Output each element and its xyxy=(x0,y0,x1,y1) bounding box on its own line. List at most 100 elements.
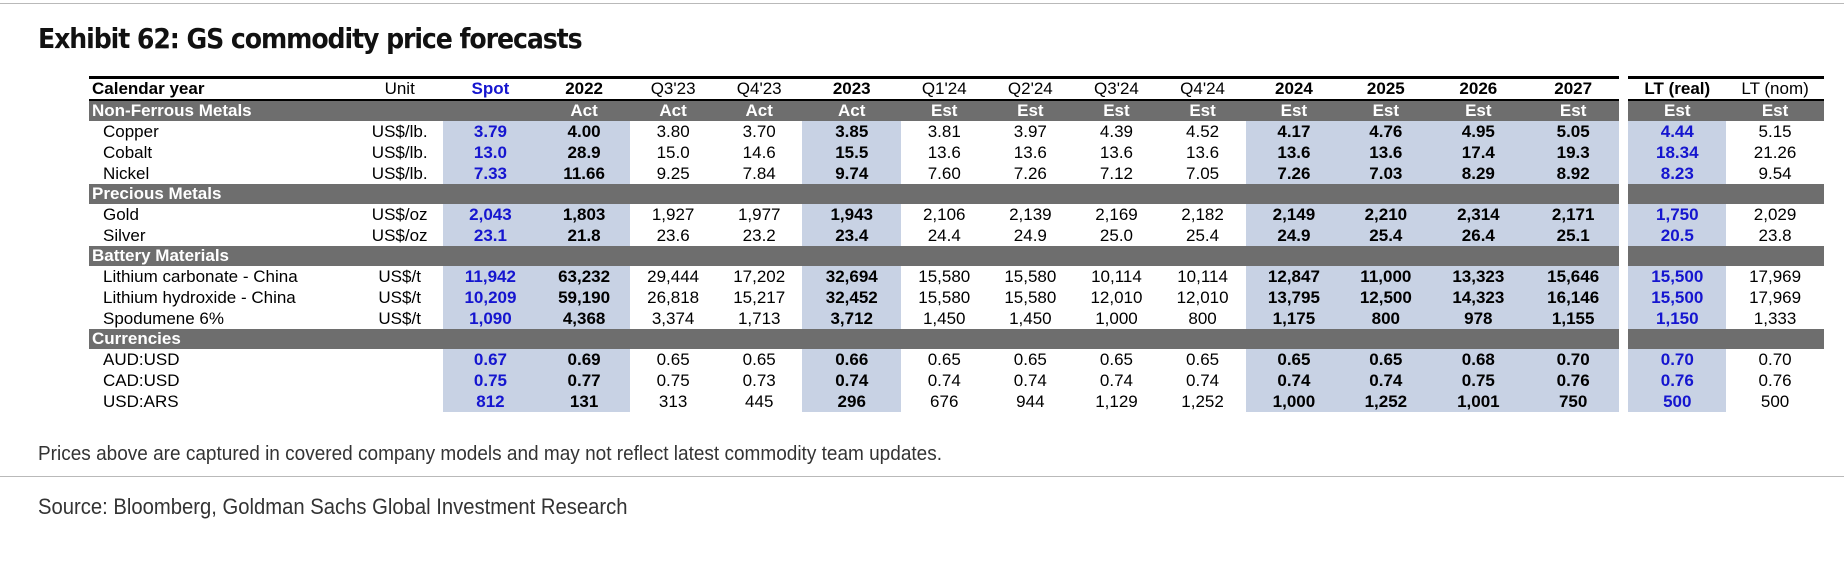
row-value: 1,803 xyxy=(538,204,631,225)
table-row: CAD:USD 0.75 0.77 0.75 0.73 0.74 0.74 0.74 0.74 0… xyxy=(89,370,1824,391)
row-value: 676 xyxy=(930,391,959,411)
row-lt-nom: 23.8 xyxy=(1758,225,1792,245)
forecast-table: Calendar year Unit Spot 2022 Q3'23 Q4'23 2023 Q… xyxy=(89,76,1824,412)
row-unit: US$/oz xyxy=(371,225,428,245)
section-tag xyxy=(630,246,717,266)
row-value: 17,202 xyxy=(733,266,786,286)
table-row: Spodumene 6% US$/t 1,090 4,368 3,374 1,713 3,7… xyxy=(89,308,1824,329)
row-value: 19.3 xyxy=(1527,142,1620,163)
section-tag xyxy=(1245,184,1343,204)
row-lt-nom: 0.76 xyxy=(1758,370,1792,390)
row-value: 29,444 xyxy=(647,266,700,286)
row-value: 4.95 xyxy=(1429,121,1528,142)
row-value: 13.6 xyxy=(1245,142,1343,163)
row-value: 2,149 xyxy=(1245,204,1343,225)
row-lt-real: 500 xyxy=(1628,391,1727,412)
row-label: Lithium carbonate - China xyxy=(103,266,298,286)
row-unit: US$/t xyxy=(378,287,421,307)
table-row: USD:ARS 812 131 313 445 296 676 944 1,129 1,252 1,… xyxy=(89,391,1824,412)
row-lt-real: 15,500 xyxy=(1628,287,1727,308)
row-value: 15,580 xyxy=(1004,266,1057,286)
row-label: USD:ARS xyxy=(103,391,179,411)
section-tag xyxy=(1527,184,1620,204)
section-tag xyxy=(1073,329,1160,349)
header-unit: Unit xyxy=(356,76,443,101)
row-unit: US$/lb. xyxy=(371,142,428,162)
row-value: 2,210 xyxy=(1342,204,1430,225)
row-value: 0.73 xyxy=(742,370,776,390)
section-tag xyxy=(1429,184,1528,204)
section-tag xyxy=(538,246,631,266)
column-gap xyxy=(1619,100,1629,121)
row-value: 7.60 xyxy=(927,163,961,183)
table-row: Copper US$/lb. 3.79 4.00 3.80 3.70 3.85 3.81 3.9… xyxy=(89,121,1824,142)
row-value: 13.6 xyxy=(1013,142,1047,162)
row-value: 23.1 xyxy=(442,225,539,246)
row-value: 800 xyxy=(1188,308,1217,328)
row-value: 13.0 xyxy=(442,142,539,163)
row-value: 1,252 xyxy=(1181,391,1224,411)
column-gap xyxy=(1619,77,1629,100)
table-row: Cobalt US$/lb. 13.0 28.9 15.0 14.6 15.5 13.6 13.… xyxy=(89,142,1824,163)
section-header-row: Precious Metals xyxy=(89,184,1824,204)
section-tag xyxy=(802,246,902,266)
header-col: 2025 xyxy=(1342,76,1430,101)
header-col: Q4'23 xyxy=(716,76,803,101)
section-tag xyxy=(1342,184,1430,204)
row-value: 3.85 xyxy=(802,121,902,142)
row-value: 0.74 xyxy=(927,370,961,390)
header-col: 2024 xyxy=(1245,76,1343,101)
row-value: 0.65 xyxy=(1099,349,1133,369)
footnote: Prices above are captured in covered com… xyxy=(38,443,943,465)
row-value: 0.74 xyxy=(1342,370,1430,391)
row-label: Silver xyxy=(103,225,146,245)
row-value: 7.26 xyxy=(1013,163,1047,183)
section-tag xyxy=(901,184,988,204)
row-value: 2,043 xyxy=(442,204,539,225)
source-divider xyxy=(0,476,1844,477)
row-value: 0.75 xyxy=(442,370,539,391)
section-tag xyxy=(1429,246,1528,266)
row-label: Spodumene 6% xyxy=(103,308,224,328)
row-value: 800 xyxy=(1342,308,1430,329)
row-value: 0.70 xyxy=(1527,349,1620,370)
row-value: 1,155 xyxy=(1527,308,1620,329)
column-gap xyxy=(1619,349,1629,370)
section-tag xyxy=(1429,329,1528,349)
row-lt-real: 4.44 xyxy=(1628,121,1727,142)
row-value: 12,010 xyxy=(1176,287,1229,307)
column-gap xyxy=(1619,287,1629,308)
section-tag xyxy=(1245,246,1343,266)
header-calendar-year: Calendar year xyxy=(89,76,357,101)
row-value: 10,209 xyxy=(442,287,539,308)
column-gap xyxy=(1619,391,1629,412)
section-tag xyxy=(716,246,803,266)
column-gap xyxy=(1619,225,1629,246)
section-tag: Est xyxy=(901,100,988,121)
section-header-row: Battery Materials xyxy=(89,246,1824,266)
section-tag xyxy=(802,329,902,349)
row-value: 0.66 xyxy=(802,349,902,370)
row-value: 32,694 xyxy=(802,266,902,287)
row-value: 15.5 xyxy=(802,142,902,163)
row-value: 14,323 xyxy=(1429,287,1528,308)
section-tag xyxy=(1073,184,1160,204)
section-tag: Est xyxy=(1342,100,1430,121)
row-value: 313 xyxy=(658,391,688,411)
column-gap xyxy=(1619,246,1629,266)
row-value: 1,001 xyxy=(1429,391,1528,412)
row-unit xyxy=(357,370,443,391)
column-gap xyxy=(1619,370,1629,391)
row-value: 23.4 xyxy=(802,225,902,246)
section-tag xyxy=(1342,246,1430,266)
row-value: 12,847 xyxy=(1245,266,1343,287)
row-unit xyxy=(357,391,443,412)
row-value: 7.84 xyxy=(742,163,776,183)
row-value: 1,129 xyxy=(1095,391,1138,411)
header-col: Q2'24 xyxy=(987,76,1074,101)
row-lt-real: 15,500 xyxy=(1628,266,1727,287)
row-value: 0.65 xyxy=(1013,349,1047,369)
section-tag xyxy=(442,100,539,121)
row-value: 32,452 xyxy=(802,287,902,308)
row-value: 445 xyxy=(745,391,774,411)
